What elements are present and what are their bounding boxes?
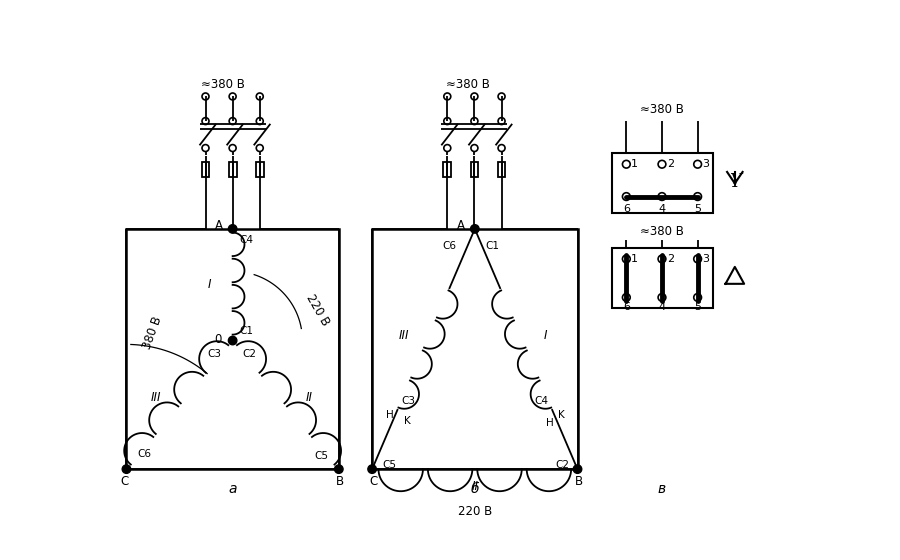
Text: 3: 3 xyxy=(702,159,709,169)
Text: C5: C5 xyxy=(382,460,396,470)
Text: C2: C2 xyxy=(242,349,256,358)
Text: ≈380 В: ≈380 В xyxy=(640,225,684,237)
Text: B: B xyxy=(337,475,345,488)
Circle shape xyxy=(471,225,479,233)
Text: C2: C2 xyxy=(555,460,569,470)
Bar xyxy=(444,161,451,177)
Text: 4: 4 xyxy=(659,204,665,214)
Text: H: H xyxy=(546,418,554,428)
Text: 1: 1 xyxy=(631,159,638,169)
Text: C: C xyxy=(121,475,129,488)
Bar xyxy=(612,248,713,308)
Text: A: A xyxy=(456,220,464,232)
Text: B: B xyxy=(575,475,583,488)
Text: A: A xyxy=(214,220,222,232)
Text: K: K xyxy=(404,417,410,426)
Text: 1: 1 xyxy=(631,254,638,264)
Text: 4: 4 xyxy=(659,302,665,312)
Bar xyxy=(202,161,210,177)
Text: C5: C5 xyxy=(314,451,328,461)
Text: C3: C3 xyxy=(401,396,416,407)
Text: C1: C1 xyxy=(239,326,254,337)
Circle shape xyxy=(229,337,237,345)
Text: 2: 2 xyxy=(667,159,674,169)
Text: Y: Y xyxy=(729,173,741,191)
Text: 5: 5 xyxy=(694,204,701,214)
Text: K: K xyxy=(558,410,565,420)
Text: C3: C3 xyxy=(208,349,221,358)
Text: б: б xyxy=(471,482,479,496)
Bar xyxy=(612,153,713,213)
Text: C6: C6 xyxy=(138,449,151,459)
Text: а: а xyxy=(229,482,237,496)
Text: C1: C1 xyxy=(486,241,500,251)
Bar xyxy=(229,161,237,177)
Text: I: I xyxy=(544,329,547,342)
Text: в: в xyxy=(658,482,666,496)
Text: 6: 6 xyxy=(623,204,630,214)
Bar xyxy=(256,161,264,177)
Text: 220 В: 220 В xyxy=(303,292,332,328)
Text: C6: C6 xyxy=(442,241,456,251)
Text: ≈380 В: ≈380 В xyxy=(640,103,684,116)
Circle shape xyxy=(368,465,376,473)
Text: ≈380 В: ≈380 В xyxy=(446,78,490,91)
Text: 0: 0 xyxy=(214,333,221,346)
Bar xyxy=(372,229,578,469)
Text: 3: 3 xyxy=(702,254,709,264)
Bar xyxy=(471,161,478,177)
Circle shape xyxy=(335,465,343,473)
Circle shape xyxy=(122,465,130,473)
Text: 380 В: 380 В xyxy=(141,315,165,351)
Circle shape xyxy=(229,225,237,233)
Text: C4: C4 xyxy=(534,396,548,407)
Text: I: I xyxy=(208,278,211,291)
Text: III: III xyxy=(399,329,410,342)
Text: C4: C4 xyxy=(239,235,254,245)
Text: II: II xyxy=(472,479,478,493)
Text: III: III xyxy=(151,391,161,404)
Text: C: C xyxy=(370,475,378,488)
Text: II: II xyxy=(305,391,312,404)
Bar xyxy=(126,229,338,469)
Text: 220 В: 220 В xyxy=(458,505,492,518)
Text: 2: 2 xyxy=(667,254,674,264)
Bar xyxy=(498,161,506,177)
Text: 6: 6 xyxy=(623,302,630,312)
Text: H: H xyxy=(386,410,394,420)
Circle shape xyxy=(573,465,581,473)
Text: 5: 5 xyxy=(694,302,701,312)
Text: ≈380 В: ≈380 В xyxy=(201,78,245,91)
